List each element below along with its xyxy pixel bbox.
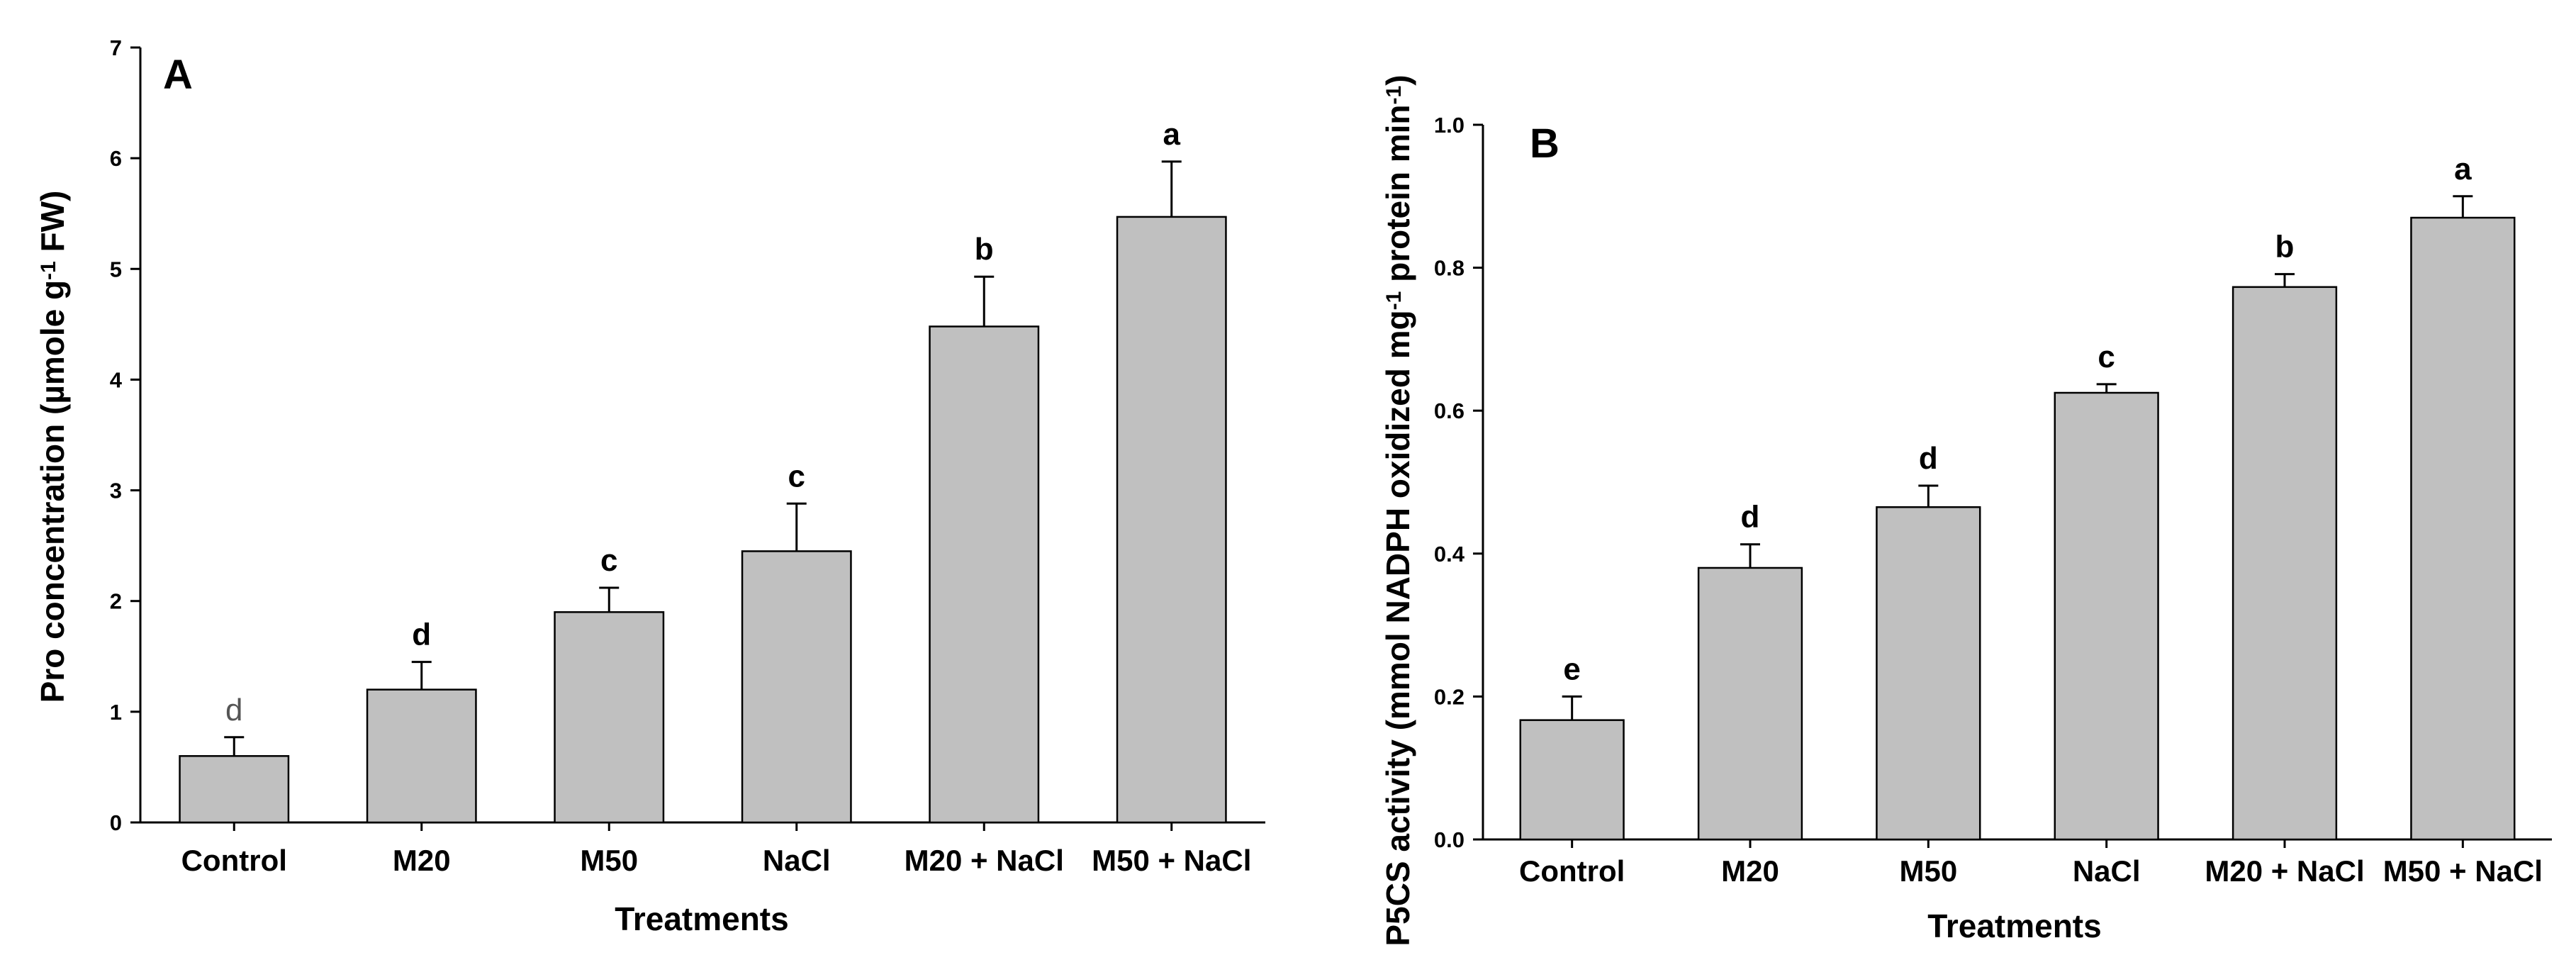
panel-a-y-tick-label: 6: [110, 146, 122, 171]
panel-a-y-axis-title-text: Pro concentration (µmole g-1 FW): [34, 191, 71, 703]
panel-a-chart: A Pro concentration (µmole g-1 FW) Treat…: [34, 35, 1265, 937]
panel-b-y-tick-label: 0.4: [1434, 542, 1465, 566]
panel-b-bar-m20-nacl: [2231, 286, 2338, 841]
panel-a-sig-letter-nacl: c: [788, 459, 805, 493]
panel-a-bar-m50-nacl: [1116, 216, 1227, 824]
panel-a-y-tick-label: 5: [110, 257, 122, 281]
panel-a-category-label-m50-nacl: M50 + NaCl: [1092, 844, 1251, 877]
panel-a-category-label-m50: M50: [580, 844, 638, 877]
panel-a-bar-m20: [366, 688, 477, 824]
panel-a-category-label-control: Control: [181, 844, 287, 877]
panel-a-letter: A: [163, 52, 193, 98]
panel-a-x-axis-title: Treatments: [615, 900, 788, 937]
panel-b-y-tick-label: 0.0: [1434, 827, 1465, 852]
panel-a-bar-m20-nacl: [929, 325, 1040, 824]
panel-b-sig-letter-m20-nacl: b: [2275, 230, 2295, 264]
panel-b-category-label-m50-nacl: M50 + NaCl: [2383, 854, 2543, 888]
panel-b-category-label-nacl: NaCl: [2073, 854, 2141, 888]
y-title-part: ): [1379, 74, 1416, 85]
panel-b-y-tick-label: 1.0: [1434, 113, 1465, 138]
panel-a-y-tick-label: 3: [110, 479, 122, 503]
panel-a-bar-nacl: [741, 550, 852, 824]
panel-a-sig-letter-m50: c: [600, 543, 617, 578]
panel-b-bar-m20: [1697, 566, 1803, 841]
panel-b-sig-letter-m20: d: [1741, 500, 1760, 535]
panel-b-category-label-m20: M20: [1721, 854, 1779, 888]
panel-b-sig-letter-nacl: c: [2098, 340, 2115, 374]
panel-a-y-tick-label: 7: [110, 35, 122, 60]
panel-b-y-axis-title: P5CS activity (mmol NADPH oxidized mg-1 …: [1379, 74, 1416, 946]
panel-a-bar-m50: [554, 611, 665, 824]
y-title-part: P5CS activity (mmol NADPH oxidized mg: [1379, 310, 1416, 946]
panel-b-y-tick-label: 0.2: [1434, 684, 1465, 709]
panel-a-bar-control: [179, 755, 290, 824]
superscript: -1: [1382, 291, 1406, 311]
panel-b-bar-m50-nacl: [2410, 216, 2516, 841]
panel-a-y-tick-label: 1: [110, 700, 122, 725]
panel-b-chart: B P5CS activity (mmol NADPH oxidized mg-…: [1379, 74, 2552, 947]
panel-b-x-axis-title: Treatments: [1927, 908, 2101, 944]
panel-b-sig-letter-m50-nacl: a: [2454, 152, 2472, 186]
y-title-part: protein min: [1379, 104, 1416, 291]
panel-a-sig-letter-m20-nacl: b: [975, 232, 994, 267]
superscript: -1: [37, 261, 60, 280]
panel-b-bar-m50: [1876, 506, 1981, 841]
panel-a-y-tick-label: 4: [110, 367, 123, 392]
panel-a-sig-letter-m50-nacl: a: [1163, 117, 1181, 152]
panel-b-category-label-control: Control: [1519, 854, 1625, 888]
panel-b-bar-nacl: [2054, 391, 2159, 841]
panel-a-y-tick-label: 0: [110, 810, 122, 835]
panel-b-category-label-m50: M50: [1899, 854, 1957, 888]
y-title-part: Pro concentration (µmole g: [34, 280, 71, 703]
panel-a-category-label-nacl: NaCl: [763, 844, 831, 877]
panel-a-category-label-m20: M20: [393, 844, 451, 877]
panel-b-bar-control: [1519, 719, 1625, 841]
panel-a-y-axis-title: Pro concentration (µmole g-1 FW): [34, 191, 71, 703]
panel-a-sig-letter-control: d: [225, 693, 242, 727]
panel-b-letter: B: [1530, 121, 1559, 167]
panel-b-category-label-m20-nacl: M20 + NaCl: [2205, 854, 2364, 888]
panel-b-sig-letter-control: e: [1563, 652, 1580, 686]
panel-b-y-tick-label: 0.6: [1434, 398, 1465, 423]
panel-b-sig-letter-m50: d: [1919, 441, 1938, 476]
panel-a-y-tick-label: 2: [110, 589, 122, 614]
superscript: -1: [1382, 86, 1406, 105]
panel-b-y-axis-title-text: P5CS activity (mmol NADPH oxidized mg-1 …: [1379, 74, 1416, 946]
panel-b-y-tick-label: 0.8: [1434, 256, 1465, 281]
panel-a-category-label-m20-nacl: M20 + NaCl: [905, 844, 1064, 877]
y-title-part: FW): [34, 191, 71, 262]
panel-a-sig-letter-m20: d: [412, 618, 431, 652]
